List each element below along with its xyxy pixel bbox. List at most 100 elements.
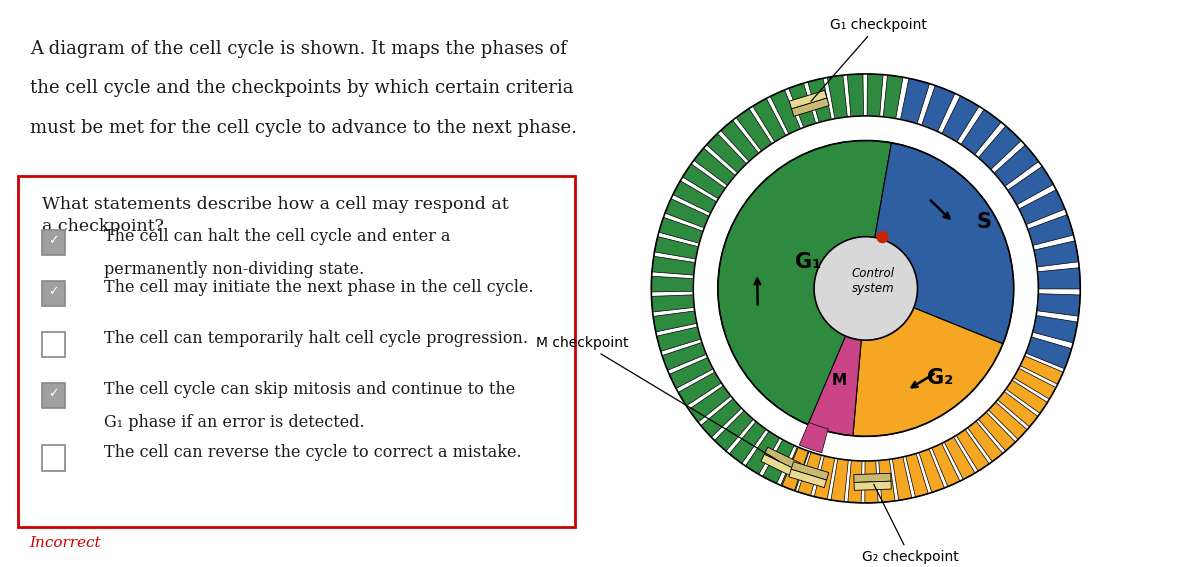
Polygon shape — [997, 391, 1038, 427]
Polygon shape — [942, 96, 978, 142]
Text: The cell can reverse the cycle to correct a mistake.: The cell can reverse the cycle to correc… — [104, 444, 522, 460]
Polygon shape — [678, 372, 721, 406]
Polygon shape — [922, 86, 955, 132]
Polygon shape — [956, 430, 989, 471]
Text: G₁: G₁ — [795, 252, 821, 272]
Polygon shape — [1008, 166, 1053, 205]
Text: A diagram of the cell cycle is shown. It maps the phases of: A diagram of the cell cycle is shown. It… — [30, 40, 567, 58]
Text: The cell can halt the cell cycle and enter a: The cell can halt the cell cycle and ent… — [104, 229, 451, 245]
Polygon shape — [789, 83, 816, 128]
Polygon shape — [789, 90, 827, 109]
Polygon shape — [770, 90, 801, 134]
Text: The cell may initiate the next phase in the cell cycle.: The cell may initiate the next phase in … — [104, 280, 534, 296]
Text: M checkpoint: M checkpoint — [536, 336, 778, 461]
Text: G₁ checkpoint: G₁ checkpoint — [811, 18, 926, 101]
Text: G₂ checkpoint: G₂ checkpoint — [862, 484, 958, 564]
Text: M: M — [831, 373, 847, 388]
Polygon shape — [669, 358, 713, 388]
Polygon shape — [763, 440, 795, 484]
Wedge shape — [853, 308, 1003, 437]
Polygon shape — [884, 75, 903, 119]
Text: G₁ phase if an error is detected.: G₁ phase if an error is detected. — [104, 414, 364, 430]
Circle shape — [814, 236, 918, 340]
Polygon shape — [919, 449, 944, 493]
Polygon shape — [701, 399, 741, 437]
Polygon shape — [1038, 268, 1080, 289]
Polygon shape — [900, 78, 930, 124]
Polygon shape — [932, 443, 959, 486]
Polygon shape — [978, 126, 1021, 170]
Polygon shape — [944, 437, 975, 480]
Polygon shape — [854, 481, 892, 490]
Polygon shape — [780, 447, 809, 491]
Polygon shape — [729, 422, 766, 463]
Polygon shape — [658, 217, 703, 243]
Text: permanently non-dividing state.: permanently non-dividing state. — [104, 261, 364, 277]
Polygon shape — [968, 421, 1003, 462]
Polygon shape — [652, 256, 695, 275]
Circle shape — [693, 116, 1039, 461]
Circle shape — [878, 232, 888, 243]
Polygon shape — [815, 456, 835, 500]
Polygon shape — [657, 327, 701, 352]
Polygon shape — [791, 98, 829, 116]
FancyBboxPatch shape — [18, 176, 575, 527]
Polygon shape — [892, 457, 912, 500]
Polygon shape — [854, 473, 891, 483]
Polygon shape — [694, 148, 735, 185]
Polygon shape — [737, 108, 772, 151]
Polygon shape — [791, 462, 829, 480]
Text: Incorrect: Incorrect — [30, 536, 101, 550]
Text: ✓: ✓ — [49, 285, 58, 298]
Polygon shape — [808, 78, 831, 122]
FancyBboxPatch shape — [42, 445, 65, 471]
Polygon shape — [799, 422, 828, 452]
Polygon shape — [651, 295, 694, 312]
Polygon shape — [655, 236, 699, 259]
Polygon shape — [721, 120, 759, 162]
Polygon shape — [682, 164, 726, 199]
Polygon shape — [746, 431, 779, 475]
Text: ✓: ✓ — [49, 387, 58, 400]
Polygon shape — [761, 454, 797, 477]
FancyBboxPatch shape — [42, 383, 65, 408]
Polygon shape — [714, 411, 753, 451]
Polygon shape — [789, 469, 827, 488]
Text: the cell cycle and the checkpoints by which certain criteria: the cell cycle and the checkpoints by wh… — [30, 79, 573, 98]
Text: a checkpoint?: a checkpoint? — [42, 218, 164, 235]
Polygon shape — [1037, 294, 1080, 316]
Text: must be met for the cell cycle to advance to the next phase.: must be met for the cell cycle to advanc… — [30, 119, 576, 137]
Polygon shape — [1019, 190, 1065, 225]
Polygon shape — [1034, 241, 1078, 267]
Polygon shape — [978, 412, 1015, 451]
Wedge shape — [875, 143, 1014, 344]
Polygon shape — [865, 461, 878, 503]
Polygon shape — [1020, 356, 1063, 384]
Polygon shape — [1006, 380, 1047, 413]
Text: The cell can temporarily halt cell cycle progression.: The cell can temporarily halt cell cycle… — [104, 331, 528, 347]
Polygon shape — [689, 386, 731, 422]
Polygon shape — [1014, 368, 1056, 399]
Text: S: S — [976, 211, 991, 232]
Polygon shape — [1026, 337, 1072, 369]
Polygon shape — [961, 109, 1001, 155]
Polygon shape — [707, 133, 746, 173]
Polygon shape — [994, 145, 1039, 187]
Polygon shape — [672, 181, 716, 213]
Wedge shape — [808, 336, 861, 436]
FancyBboxPatch shape — [42, 281, 65, 306]
Polygon shape — [753, 99, 786, 142]
Text: G₂: G₂ — [927, 368, 954, 388]
Polygon shape — [662, 342, 707, 370]
Polygon shape — [867, 74, 884, 116]
Polygon shape — [828, 75, 847, 119]
Text: Control
system: Control system — [852, 267, 894, 295]
Polygon shape — [848, 460, 862, 503]
FancyBboxPatch shape — [42, 332, 65, 357]
Polygon shape — [764, 447, 801, 471]
Polygon shape — [651, 276, 694, 292]
Text: ✓: ✓ — [49, 234, 58, 247]
Polygon shape — [847, 74, 863, 116]
Polygon shape — [782, 447, 809, 490]
Polygon shape — [665, 198, 709, 228]
